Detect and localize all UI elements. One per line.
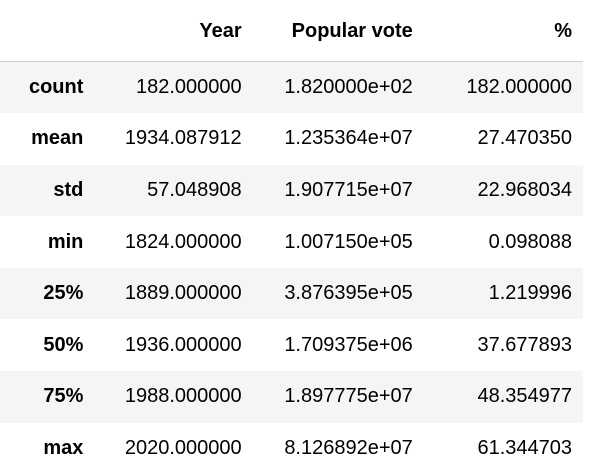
cell-percent: 37.677893	[424, 319, 583, 371]
table-row: std 57.048908 1.907715e+07 22.968034	[0, 165, 583, 217]
row-label: max	[0, 423, 94, 474]
cell-popular-vote: 1.907715e+07	[253, 165, 424, 217]
cell-popular-vote: 8.126892e+07	[253, 423, 424, 474]
cell-percent: 0.098088	[424, 216, 583, 268]
index-header	[0, 0, 94, 62]
row-label: mean	[0, 113, 94, 165]
column-header-percent: %	[424, 0, 583, 62]
cell-year: 57.048908	[94, 165, 252, 217]
table-row: 25% 1889.000000 3.876395e+05 1.219996	[0, 268, 583, 320]
row-label: min	[0, 216, 94, 268]
cell-popular-vote: 3.876395e+05	[253, 268, 424, 320]
cell-percent: 1.219996	[424, 268, 583, 320]
table-row: max 2020.000000 8.126892e+07 61.344703	[0, 423, 583, 474]
table-row: mean 1934.087912 1.235364e+07 27.470350	[0, 113, 583, 165]
cell-year: 1988.000000	[94, 371, 252, 423]
row-label: count	[0, 62, 94, 114]
cell-percent: 22.968034	[424, 165, 583, 217]
cell-year: 1889.000000	[94, 268, 252, 320]
cell-year: 1936.000000	[94, 319, 252, 371]
cell-year: 2020.000000	[94, 423, 252, 474]
column-header-year: Year	[94, 0, 252, 62]
describe-table: Year Popular vote % count 182.000000 1.8…	[0, 0, 583, 474]
cell-percent: 48.354977	[424, 371, 583, 423]
table-header: Year Popular vote %	[0, 0, 583, 62]
cell-year: 1824.000000	[94, 216, 252, 268]
table-row: min 1824.000000 1.007150e+05 0.098088	[0, 216, 583, 268]
cell-year: 182.000000	[94, 62, 252, 114]
row-label: 25%	[0, 268, 94, 320]
table-row: 75% 1988.000000 1.897775e+07 48.354977	[0, 371, 583, 423]
row-label: std	[0, 165, 94, 217]
cell-percent: 182.000000	[424, 62, 583, 114]
column-header-popular-vote: Popular vote	[253, 0, 424, 62]
cell-percent: 27.470350	[424, 113, 583, 165]
row-label: 75%	[0, 371, 94, 423]
cell-percent: 61.344703	[424, 423, 583, 474]
row-label: 50%	[0, 319, 94, 371]
cell-year: 1934.087912	[94, 113, 252, 165]
cell-popular-vote: 1.709375e+06	[253, 319, 424, 371]
table-row: count 182.000000 1.820000e+02 182.000000	[0, 62, 583, 114]
cell-popular-vote: 1.007150e+05	[253, 216, 424, 268]
table-row: 50% 1936.000000 1.709375e+06 37.677893	[0, 319, 583, 371]
cell-popular-vote: 1.820000e+02	[253, 62, 424, 114]
table-body: count 182.000000 1.820000e+02 182.000000…	[0, 62, 583, 474]
cell-popular-vote: 1.235364e+07	[253, 113, 424, 165]
header-row: Year Popular vote %	[0, 0, 583, 62]
cell-popular-vote: 1.897775e+07	[253, 371, 424, 423]
